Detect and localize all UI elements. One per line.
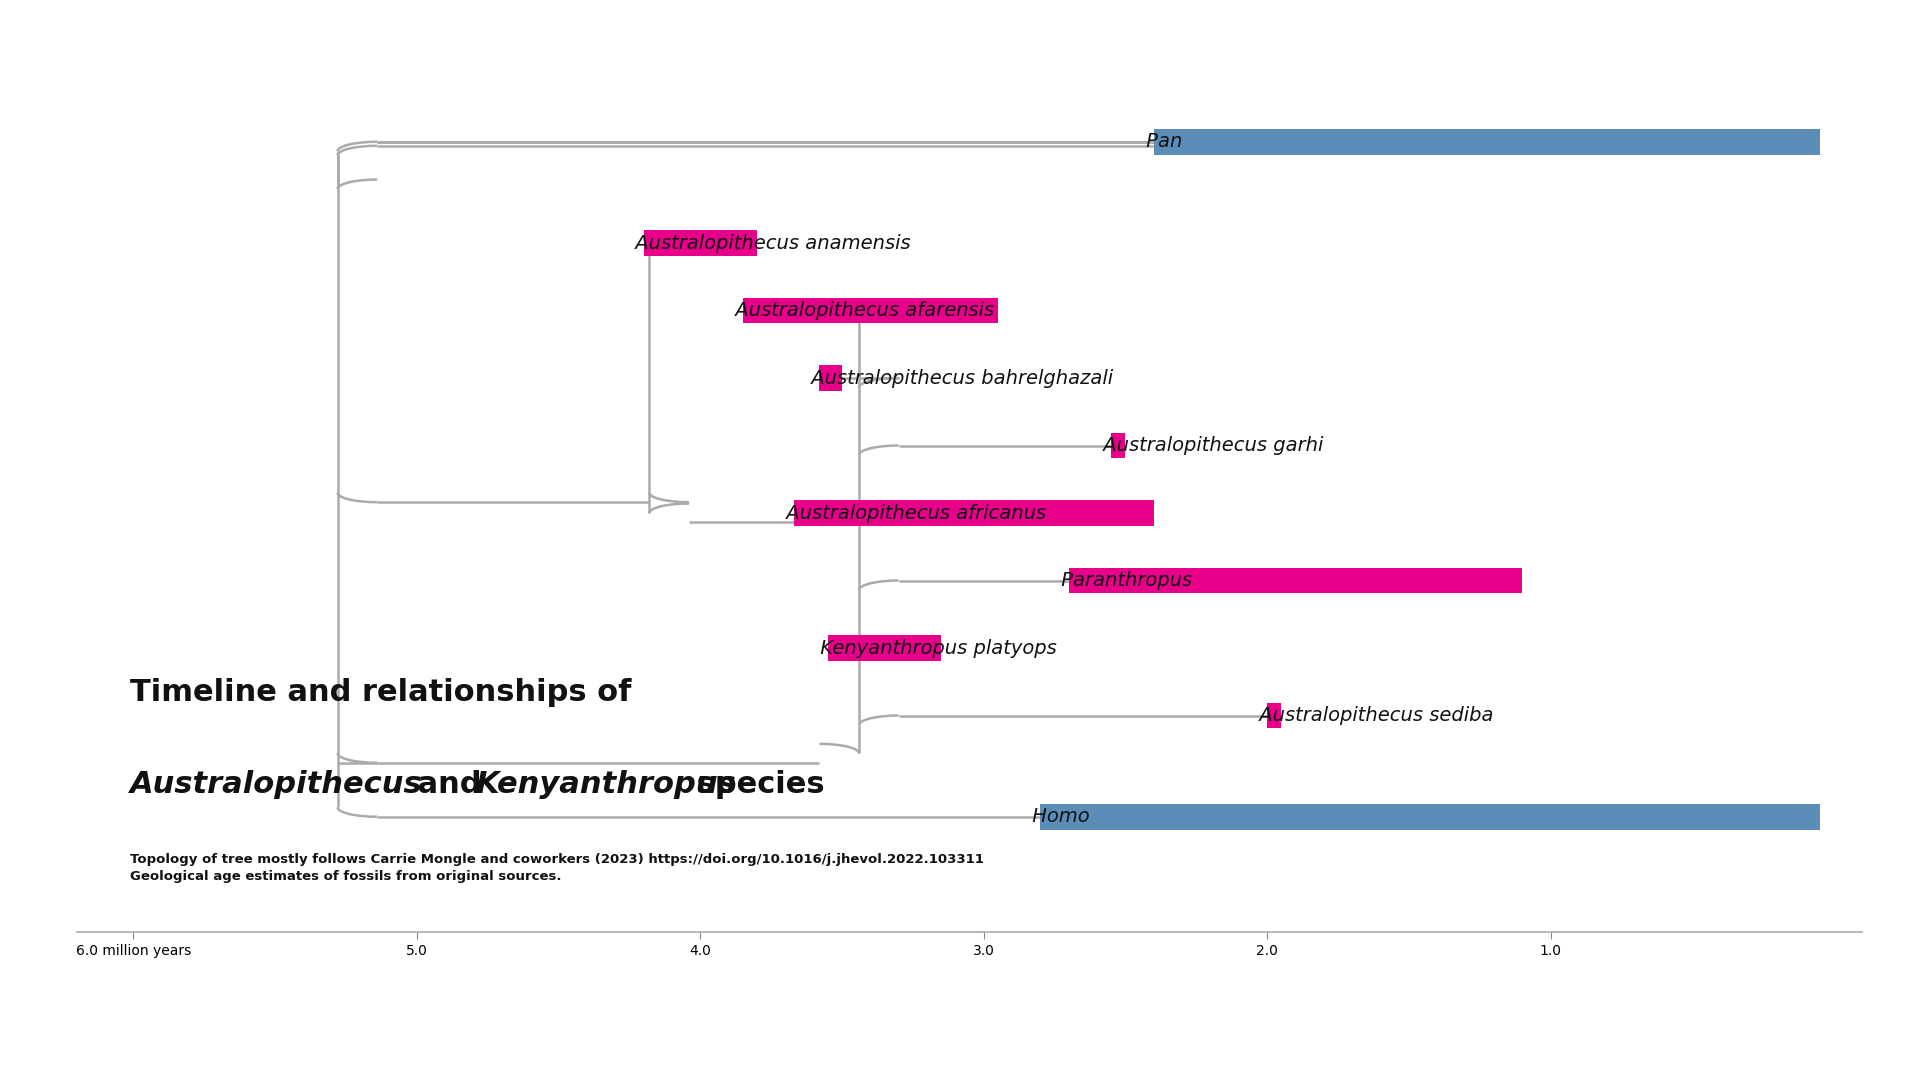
Bar xyxy=(1112,433,1125,458)
Text: Paranthropus: Paranthropus xyxy=(1054,571,1192,590)
Text: Kenyanthropus: Kenyanthropus xyxy=(474,770,735,799)
Text: Australopithecus bahrelghazali: Australopithecus bahrelghazali xyxy=(804,368,1114,388)
Text: and: and xyxy=(407,770,492,799)
Bar xyxy=(1069,568,1523,593)
Text: Homo: Homo xyxy=(1027,807,1091,826)
Text: Australopithecus africanus: Australopithecus africanus xyxy=(780,503,1046,523)
Bar xyxy=(1154,129,1820,154)
Text: Australopithecus garhi: Australopithecus garhi xyxy=(1096,436,1323,455)
Bar xyxy=(820,365,843,391)
Text: Pan: Pan xyxy=(1140,132,1183,151)
Bar xyxy=(743,298,998,323)
Text: species: species xyxy=(685,770,824,799)
Text: Timeline and relationships of: Timeline and relationships of xyxy=(131,678,632,707)
Text: Australopithecus anamensis: Australopithecus anamensis xyxy=(630,233,912,253)
Text: Topology of tree mostly follows Carrie Mongle and coworkers (2023) https://doi.o: Topology of tree mostly follows Carrie M… xyxy=(131,853,985,882)
Bar xyxy=(1041,804,1820,829)
Bar xyxy=(793,500,1154,526)
Text: Australopithecus sediba: Australopithecus sediba xyxy=(1254,706,1494,725)
Text: Australopithecus: Australopithecus xyxy=(131,770,422,799)
Text: Kenyanthropus platyops: Kenyanthropus platyops xyxy=(814,638,1056,658)
Bar xyxy=(1267,703,1281,728)
Bar xyxy=(643,230,756,256)
Bar xyxy=(828,635,941,661)
Text: Australopithecus afarensis: Australopithecus afarensis xyxy=(730,301,995,320)
